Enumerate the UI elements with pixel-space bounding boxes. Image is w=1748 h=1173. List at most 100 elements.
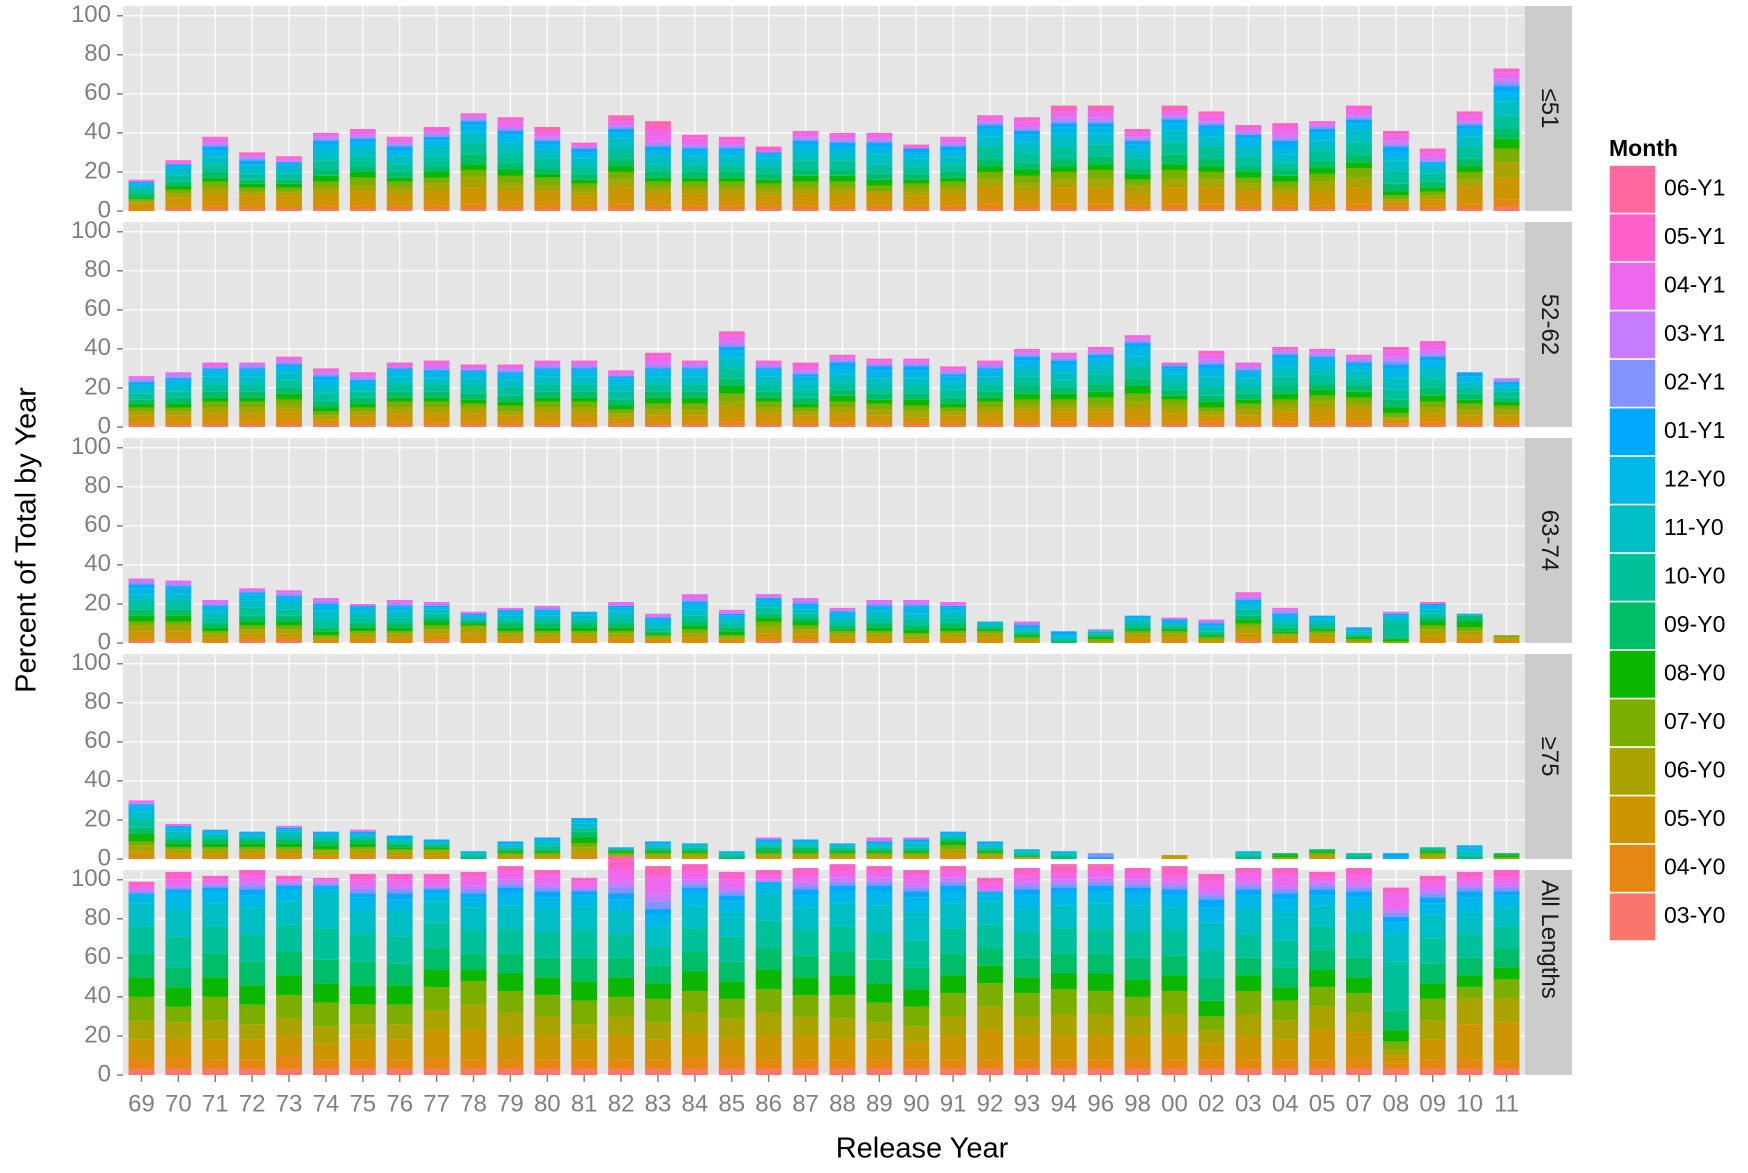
- bar-segment: [202, 633, 229, 638]
- bar-segment: [608, 603, 634, 606]
- bar-segment: [1235, 1069, 1262, 1075]
- bar-segment: [1235, 909, 1262, 935]
- bar-segment: [681, 148, 708, 151]
- bar-segment: [1309, 905, 1335, 927]
- bar-segment: [681, 625, 708, 630]
- bar-segment: [534, 376, 561, 385]
- bar-segment: [1272, 899, 1299, 913]
- bar-segment: [977, 847, 1003, 850]
- bar-segment: [681, 905, 708, 929]
- bar-segment: [497, 1012, 524, 1036]
- bar-segment: [1050, 127, 1077, 135]
- bar-segment: [165, 641, 192, 643]
- bar-segment: [755, 627, 782, 634]
- bar-segment: [866, 134, 893, 139]
- bar-segment: [1050, 158, 1077, 167]
- bar-segment: [386, 985, 413, 1005]
- bar-segment: [534, 401, 561, 408]
- bar-segment: [792, 209, 819, 211]
- bar-segment: [645, 631, 671, 634]
- bar-segment: [977, 384, 1003, 392]
- bar-segment: [1235, 855, 1262, 858]
- bar-segment: [645, 843, 671, 846]
- bar-segment: [276, 405, 302, 412]
- bar-segment: [940, 156, 967, 165]
- bar-segment: [460, 641, 487, 643]
- bar-segment: [1235, 386, 1262, 394]
- y-tick-label: 100: [71, 1, 111, 28]
- bar-segment: [497, 631, 524, 634]
- bar-segment: [1382, 140, 1409, 145]
- bar-segment: [1309, 885, 1335, 890]
- bar-segment: [460, 366, 487, 369]
- bar-segment: [940, 138, 967, 143]
- bar-segment: [903, 195, 930, 206]
- bar-segment: [276, 195, 302, 208]
- bar-segment: [755, 195, 782, 206]
- bar-segment: [1493, 115, 1520, 129]
- bar-segment: [534, 209, 561, 211]
- bar-segment: [608, 405, 634, 410]
- bar-segment: [313, 386, 339, 394]
- bar-segment: [1161, 633, 1188, 638]
- bar-segment: [792, 617, 819, 622]
- bar-segment: [534, 845, 561, 850]
- bar-segment: [792, 382, 819, 390]
- bar-segment: [940, 425, 967, 427]
- bar-segment: [571, 173, 598, 180]
- bar-segment: [128, 411, 155, 416]
- bar-segment: [349, 425, 376, 427]
- bar-segment: [313, 627, 339, 632]
- bar-segment: [645, 205, 671, 210]
- bar-segment: [755, 1035, 782, 1060]
- bar-segment: [755, 607, 782, 614]
- bar-segment: [313, 841, 339, 846]
- bar-segment: [128, 621, 155, 626]
- bar-segment: [866, 641, 893, 643]
- bar-segment: [1419, 609, 1446, 614]
- bar-segment: [276, 1018, 302, 1036]
- bar-segment: [497, 627, 524, 632]
- bar-segment: [1456, 136, 1483, 147]
- bar-segment: [534, 887, 561, 892]
- bar-segment: [571, 401, 598, 408]
- bar-segment: [1456, 613, 1483, 616]
- bar-segment: [755, 179, 782, 184]
- bar-segment: [313, 134, 339, 137]
- bar-segment: [940, 833, 967, 836]
- bar-segment: [866, 837, 893, 840]
- bar-segment: [239, 881, 266, 886]
- bar-segment: [1419, 401, 1446, 408]
- bar-segment: [386, 893, 413, 900]
- bar-segment: [571, 613, 598, 616]
- bar-segment: [1493, 382, 1520, 385]
- bar-segment: [1124, 879, 1151, 884]
- bar-segment: [1198, 619, 1225, 622]
- bar-segment: [497, 1035, 524, 1060]
- bar-segment: [1456, 975, 1483, 988]
- bar-segment: [534, 853, 561, 856]
- bar-segment: [239, 1004, 266, 1025]
- bar-segment: [940, 144, 967, 147]
- bar-segment: [718, 998, 745, 1019]
- bar-segment: [1087, 354, 1114, 359]
- bar-segment: [202, 883, 229, 886]
- bar-segment: [940, 1035, 967, 1060]
- bar-segment: [202, 829, 229, 832]
- legend-key: [1608, 600, 1657, 651]
- bar-segment: [903, 1026, 930, 1042]
- bar-segment: [1272, 127, 1299, 135]
- bar-segment: [571, 637, 598, 642]
- bar-segment: [1382, 134, 1409, 141]
- bar-segment: [1198, 1016, 1225, 1031]
- bar-segment: [903, 839, 930, 842]
- bar-segment: [571, 423, 598, 426]
- bar-segment: [349, 829, 376, 832]
- bar-segment: [608, 115, 634, 118]
- bar-segment: [977, 983, 1003, 1007]
- bar-segment: [903, 405, 930, 412]
- bar-segment: [460, 623, 487, 626]
- bar-segment: [423, 146, 450, 157]
- bar-segment: [460, 117, 487, 120]
- bar-segment: [866, 1022, 893, 1040]
